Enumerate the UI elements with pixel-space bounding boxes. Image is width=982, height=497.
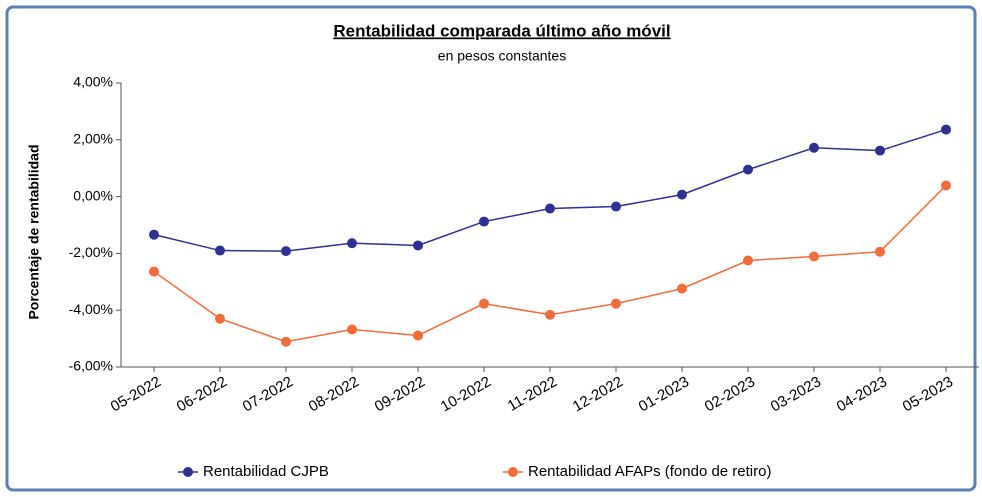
y-tick-label: 4,00% [73,74,113,90]
y-tick-label: -6,00% [69,358,113,374]
point [215,313,225,324]
point [809,251,819,262]
point [941,124,951,135]
point [941,180,951,191]
point [413,330,423,341]
point [809,142,819,153]
frame [5,5,977,492]
point [149,266,159,277]
point [611,201,621,212]
point [677,283,687,294]
point [215,245,225,256]
legend-marker [183,467,193,477]
point [149,229,159,240]
legend-marker [508,467,518,477]
y-axis-label: Porcentaje de rentabilidad [26,144,42,319]
chart-title: Rentabilidad comparada último año móvil [333,21,670,40]
point [479,216,489,227]
y-tick-label: -4,00% [69,301,113,317]
legend-label: Rentabilidad CJPB [203,463,329,480]
point [677,189,687,200]
point [743,164,753,175]
y-tick-label: 2,00% [73,131,113,147]
point [743,255,753,266]
point [347,238,357,249]
point [875,246,885,257]
point [545,203,555,214]
point [875,145,885,156]
point [545,309,555,320]
point [347,324,357,335]
point [479,298,489,309]
point [281,246,291,257]
y-tick-label: 0,00% [73,187,113,203]
point [611,298,621,309]
point [281,336,291,347]
point [413,240,423,251]
y-tick-label: -2,00% [69,244,113,260]
chart-subtitle: en pesos constantes [438,48,566,64]
legend-label: Rentabilidad AFAPs (fondo de retiro) [528,463,771,480]
